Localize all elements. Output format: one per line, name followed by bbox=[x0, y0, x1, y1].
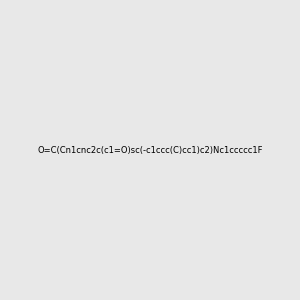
Text: O=C(Cn1cnc2c(c1=O)sc(-c1ccc(C)cc1)c2)Nc1ccccc1F: O=C(Cn1cnc2c(c1=O)sc(-c1ccc(C)cc1)c2)Nc1… bbox=[37, 146, 263, 154]
